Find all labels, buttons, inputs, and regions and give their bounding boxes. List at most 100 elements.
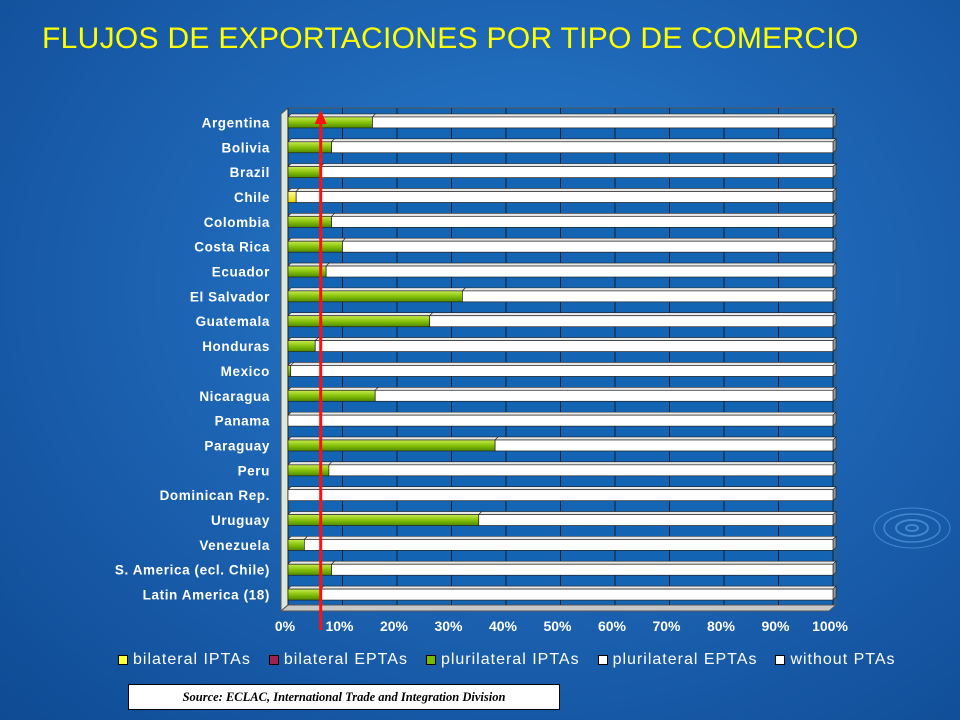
legend-swatch: [425, 655, 436, 665]
bar-segment: [319, 585, 837, 601]
bar-top-face: [461, 287, 837, 292]
bar-front-face: [287, 414, 834, 427]
legend-item: plurilateral EPTAs: [597, 651, 758, 669]
bar-segment: [287, 113, 377, 129]
legend-label: without PTAs: [790, 651, 896, 668]
bar-front-face: [328, 464, 834, 477]
bar-top-face: [290, 362, 837, 366]
bar-segment: [328, 461, 837, 477]
bar-segment: [287, 262, 330, 278]
bar-top-face: [287, 411, 837, 416]
bar-top-face: [287, 386, 379, 391]
bar-front-face: [331, 141, 834, 154]
x-tick-label: 10%: [325, 618, 354, 634]
plot-left-wall: [280, 106, 289, 613]
y-category-label: Nicaragua: [199, 389, 270, 404]
bar-top-face: [287, 237, 347, 242]
bar-front-face: [287, 539, 305, 551]
bar-segment: [303, 535, 837, 552]
y-category-label: Chile: [234, 190, 270, 205]
legend: bilateral IPTAs bilateral EPTAs plurilater…: [118, 646, 938, 674]
bar-segment: [287, 585, 325, 601]
bar-front-face: [287, 464, 330, 477]
bar-top-face: [287, 213, 336, 217]
bar-front-face: [325, 265, 834, 278]
bar-segment: [330, 212, 837, 229]
bar-front-face: [374, 389, 834, 402]
bar-front-face: [462, 290, 834, 303]
bar-top-face: [478, 511, 837, 515]
legend-item: plurilateral IPTAs: [425, 651, 580, 669]
x-tick-label: 90%: [761, 618, 790, 634]
y-category-label: El Salvador: [190, 289, 270, 304]
legend-swatch: [775, 655, 786, 665]
x-tick-label: 40%: [489, 618, 518, 634]
bar-front-face: [287, 489, 834, 502]
bar-top-face: [287, 486, 837, 490]
x-tick-label: 100%: [812, 618, 848, 634]
bar-segment: [287, 237, 347, 253]
bar-top-face: [287, 337, 319, 341]
legend-item: bilateral IPTAs: [118, 651, 251, 669]
legend-swatch: [268, 655, 279, 665]
stacked-bar-chart: Argentina Bolivia Brazil Chile Colombia Costa…: [115, 106, 848, 634]
y-category-label: Guatemala: [196, 314, 270, 329]
bar-front-face: [287, 290, 463, 303]
bar-segment: [287, 560, 336, 576]
reference-arrowhead: [314, 110, 327, 124]
y-category-label: Colombia: [204, 215, 270, 230]
bar-segment: [295, 187, 837, 204]
legend-item: without PTAs: [775, 651, 895, 669]
bar-front-face: [320, 166, 834, 178]
bar-top-face: [287, 163, 325, 167]
bar-segment: [478, 510, 837, 527]
bar-front-face: [290, 365, 834, 377]
bar-front-face: [287, 389, 376, 402]
y-category-label: Argentina: [202, 115, 270, 130]
y-category-label: Ecuador: [212, 265, 270, 280]
bar-top-face: [287, 287, 467, 292]
y-category-label: Mexico: [221, 364, 270, 379]
bar-segment: [287, 386, 379, 402]
legend-label: bilateral EPTAs: [283, 651, 408, 668]
bar-segment: [287, 411, 837, 427]
bar-front-face: [478, 514, 834, 526]
bar-top-face: [287, 461, 333, 466]
x-tick-label: 20%: [380, 618, 409, 634]
bar-front-face: [287, 340, 316, 352]
bar-top-face: [330, 560, 837, 565]
y-category-label: Latin America (18): [143, 588, 270, 603]
plot-area: [279, 106, 838, 613]
bar-top-face: [287, 262, 330, 267]
bar-top-face: [371, 113, 837, 118]
legend-label: bilateral IPTAs: [133, 651, 251, 668]
bar-front-face: [287, 514, 480, 526]
bar-top-face: [303, 536, 837, 540]
bar-segment: [287, 485, 837, 502]
x-tick-label: 70%: [652, 618, 681, 634]
bar-segment: [494, 436, 837, 452]
y-category-label: S. America (ecl. Chile): [115, 563, 270, 578]
bar-top-face: [287, 585, 325, 590]
bar-segment: [287, 287, 467, 303]
bar-front-face: [287, 365, 292, 377]
x-tick-label: 80%: [707, 618, 736, 634]
bar-front-face: [287, 315, 431, 328]
y-category-label: Brazil: [230, 165, 270, 180]
bar-segment: [287, 510, 483, 527]
legend-swatch: [597, 655, 608, 665]
bar-front-face: [295, 191, 834, 203]
bar-top-face: [314, 337, 837, 341]
bar-front-face: [429, 315, 834, 328]
y-category-label: Paraguay: [204, 438, 270, 453]
bar-front-face: [287, 215, 332, 228]
x-tick-label: 60%: [598, 618, 627, 634]
bar-top-face: [328, 461, 837, 466]
bar-front-face: [331, 563, 834, 576]
reference-arrow: [314, 110, 327, 630]
bar-top-face: [341, 237, 837, 242]
bar-front-face: [287, 588, 322, 601]
bar-front-face: [287, 439, 496, 452]
bar-segment: [287, 162, 325, 179]
bar-segment: [330, 138, 837, 154]
